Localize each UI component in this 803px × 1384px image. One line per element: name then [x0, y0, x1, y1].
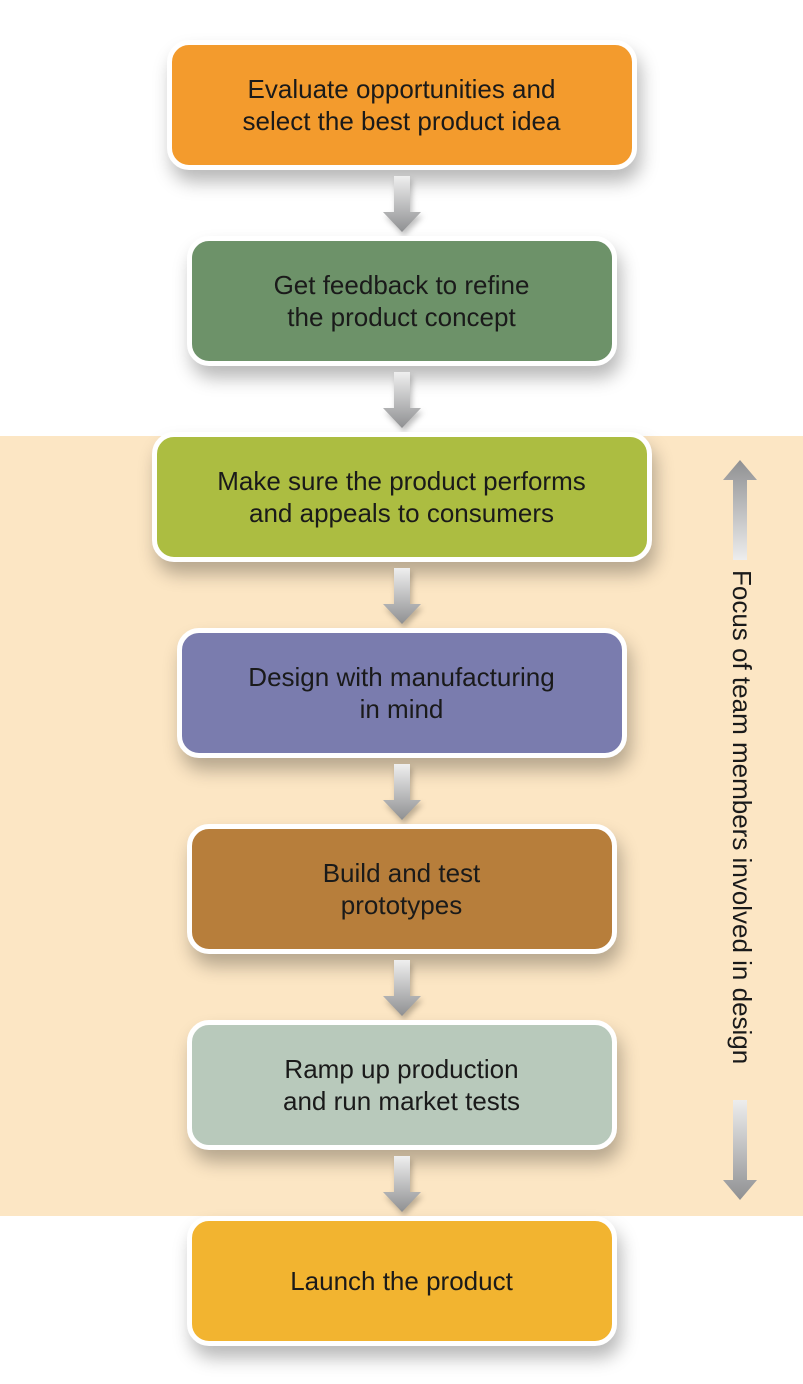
connector-arrow	[0, 170, 803, 236]
connector-arrow	[0, 758, 803, 824]
node-prototype: Build and testprototypes	[187, 824, 617, 954]
side-arrow-up	[723, 460, 757, 560]
side-label: Focus of team members involved in design	[726, 570, 757, 1064]
node-performs: Make sure the product performsand appeal…	[152, 432, 652, 562]
connector-arrow	[0, 366, 803, 432]
node-evaluate: Evaluate opportunities andselect the bes…	[167, 40, 637, 170]
node-rampup: Ramp up productionand run market tests	[187, 1020, 617, 1150]
connector-arrow	[0, 562, 803, 628]
node-launch: Launch the product	[187, 1216, 617, 1346]
node-design: Design with manufacturingin mind	[177, 628, 627, 758]
connector-arrow	[0, 1150, 803, 1216]
flowchart-canvas: Evaluate opportunities andselect the bes…	[0, 0, 803, 1384]
flow-column: Evaluate opportunities andselect the bes…	[0, 0, 803, 1346]
connector-arrow	[0, 954, 803, 1020]
side-arrow-down	[723, 1100, 757, 1200]
node-feedback: Get feedback to refinethe product concep…	[187, 236, 617, 366]
